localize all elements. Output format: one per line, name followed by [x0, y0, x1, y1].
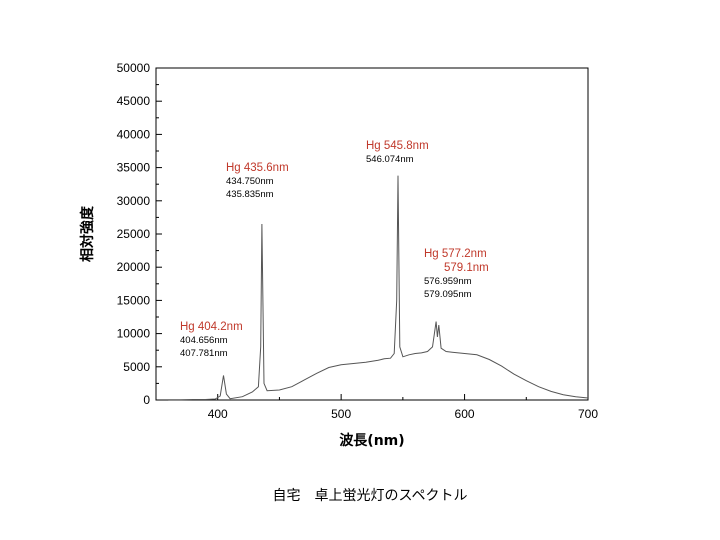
annotation-title: Hg 435.6nm	[226, 162, 289, 174]
caption: 自宅 卓上蛍光灯のスペクトル	[272, 488, 467, 504]
y-tick-label: 20000	[117, 260, 151, 274]
x-tick-label: 600	[455, 407, 475, 421]
y-tick-label: 5000	[123, 360, 150, 374]
series-line	[168, 175, 589, 401]
annotation-wavelength: 546.074nm	[366, 154, 414, 165]
annotation-wavelength: 579.095nm	[424, 289, 472, 300]
y-ticks: 0 5000 10000 15000 20000 25000 30000 35000 40000…	[117, 61, 162, 407]
annotation-title: Hg 545.8nm	[366, 140, 429, 152]
annotation-wavelength: 407.781nm	[180, 348, 228, 359]
annotations: Hg 404.2nm 404.656nm 407.781nm Hg 435.6nm 43…	[180, 140, 489, 359]
y-tick-label: 50000	[117, 61, 151, 75]
y-tick-label: 10000	[117, 327, 151, 341]
y-tick-label: 45000	[117, 94, 151, 108]
x-axis-label: 波長(nm)	[339, 432, 404, 449]
annotation-title-line2: 579.1nm	[444, 262, 489, 274]
x-tick-label: 700	[578, 407, 598, 421]
x-tick-label: 500	[331, 407, 351, 421]
x-ticks: 400 500 600 700	[155, 394, 598, 421]
annotation-title: Hg 404.2nm	[180, 321, 243, 333]
y-tick-label: 0	[143, 393, 150, 407]
annotation-wavelength: 435.835nm	[226, 189, 274, 200]
y-tick-label: 15000	[117, 293, 151, 307]
x-tick-label: 400	[208, 407, 228, 421]
annotation-wavelength: 434.750nm	[226, 176, 274, 187]
y-tick-label: 35000	[117, 161, 151, 175]
y-tick-label: 30000	[117, 194, 151, 208]
annotation-wavelength: 576.959nm	[424, 276, 472, 287]
annotation-wavelength: 404.656nm	[180, 335, 228, 346]
y-axis-label: 相対強度	[79, 205, 96, 262]
y-tick-label: 40000	[117, 127, 151, 141]
annotation-title: Hg 577.2nm	[424, 248, 487, 260]
y-tick-label: 25000	[117, 227, 151, 241]
